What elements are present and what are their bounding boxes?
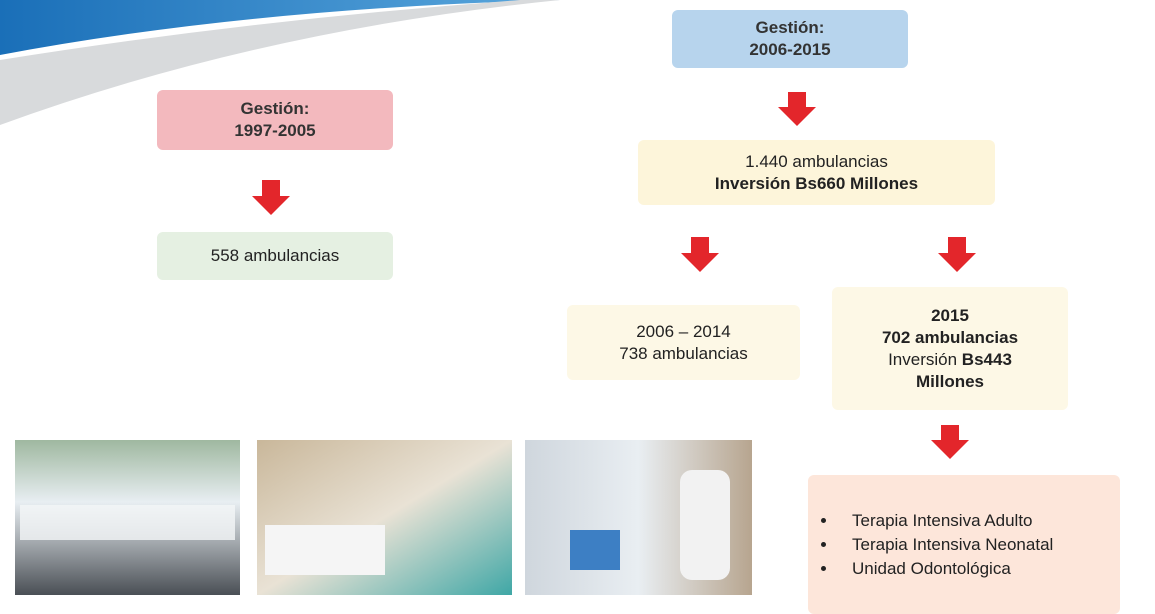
label-line: Inversión Bs443 bbox=[888, 349, 1012, 371]
arrow bbox=[778, 92, 816, 126]
branch-box: 2006 – 2014 738 ambulancias bbox=[567, 305, 800, 380]
label: 1997-2005 bbox=[234, 120, 315, 142]
label: Inversión bbox=[888, 350, 957, 369]
page: Gestión: 1997-2005 558 ambulancias Gesti… bbox=[0, 0, 1155, 614]
label: Bs443 bbox=[962, 350, 1012, 369]
photo-detail bbox=[680, 470, 730, 580]
period-box: Gestión: 2006-2015 bbox=[672, 10, 908, 68]
label: 1.440 ambulancias bbox=[745, 151, 888, 173]
services-list: Terapia Intensiva Adulto Terapia Intensi… bbox=[816, 509, 1053, 581]
services-box: Terapia Intensiva Adulto Terapia Intensi… bbox=[808, 475, 1120, 614]
photo-detail bbox=[570, 530, 620, 570]
label: 2006 – 2014 bbox=[636, 321, 731, 343]
label: Inversión Bs660 Millones bbox=[715, 173, 918, 195]
service: Unidad Odontológica bbox=[838, 557, 1053, 581]
label: Gestión: bbox=[241, 98, 310, 120]
total-box: 1.440 ambulancias Inversión Bs660 Millon… bbox=[638, 140, 995, 205]
label: 558 ambulancias bbox=[211, 245, 340, 267]
label: 2006-2015 bbox=[749, 39, 830, 61]
arrow bbox=[681, 237, 719, 272]
photo-detail bbox=[265, 525, 385, 575]
arrow bbox=[931, 425, 969, 459]
service: Terapia Intensiva Adulto bbox=[838, 509, 1053, 533]
photo-detail bbox=[20, 505, 235, 540]
period-box: Gestión: 1997-2005 bbox=[157, 90, 393, 150]
label: Gestión: bbox=[756, 17, 825, 39]
result-box: 558 ambulancias bbox=[157, 232, 393, 280]
label: Millones bbox=[916, 371, 984, 393]
label: 738 ambulancias bbox=[619, 343, 748, 365]
label: 2015 bbox=[931, 305, 969, 327]
service: Terapia Intensiva Neonatal bbox=[838, 533, 1053, 557]
label: 702 ambulancias bbox=[882, 327, 1018, 349]
arrow bbox=[252, 180, 290, 215]
arrow bbox=[938, 237, 976, 272]
branch-box: 2015 702 ambulancias Inversión Bs443 Mil… bbox=[832, 287, 1068, 410]
